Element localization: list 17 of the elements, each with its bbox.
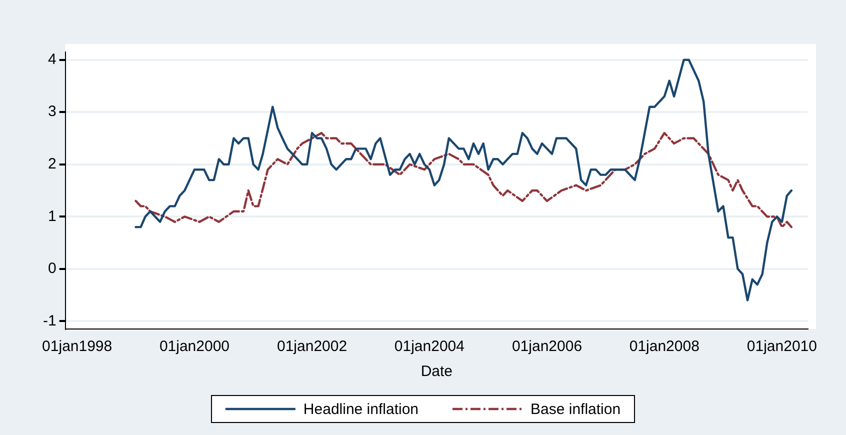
line-series: [134, 132, 793, 228]
x-tick-label: 01jan2000: [159, 338, 230, 356]
y-tick-label: 2: [48, 156, 56, 173]
y-tick-label: 1: [48, 208, 56, 225]
legend-label: Headline inflation: [303, 401, 419, 418]
y-tick-label: -1: [42, 312, 56, 330]
x-tick-label: 01jan2010: [746, 338, 817, 356]
x-tick-label: 01jan1998: [42, 338, 112, 356]
y-tick-label: 0: [48, 260, 56, 278]
x-tick-label: 01jan2002: [276, 338, 348, 356]
x-tick-label: 01jan2006: [512, 338, 582, 356]
x-tick-label: 01jan2008: [629, 338, 700, 356]
x-tick-label: 01jan2004: [394, 338, 464, 356]
y-tick-label: 4: [48, 50, 56, 68]
legend-label: Base inflation: [530, 401, 621, 418]
x-axis-title: Date: [420, 363, 453, 380]
y-tick-label: 3: [48, 103, 56, 120]
